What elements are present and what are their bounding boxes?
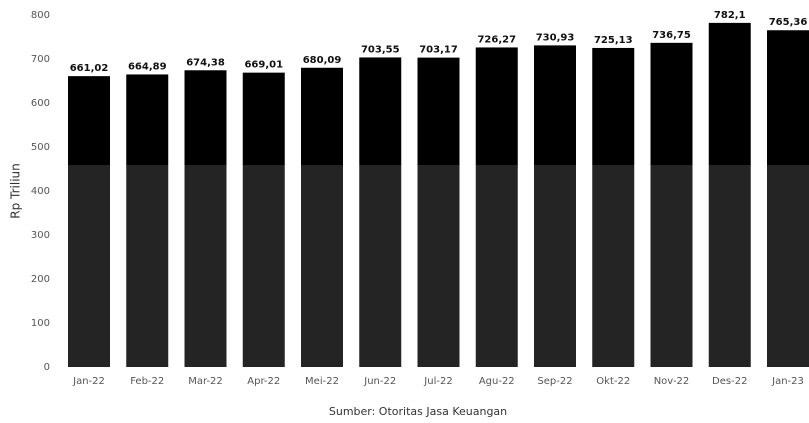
x-tick-label: Des-22: [712, 376, 747, 387]
y-axis-title: Rp Triliun: [9, 163, 23, 218]
data-label: 726,27: [477, 34, 516, 45]
data-label: 669,01: [244, 60, 283, 71]
source-note: Sumber: Otoritas Jasa Keuangan: [329, 405, 507, 418]
x-tick-label: Feb-22: [130, 376, 164, 387]
bar: [126, 74, 169, 368]
bar: [301, 67, 343, 367]
bar: [708, 22, 751, 367]
x-tick-label: Agu-22: [479, 376, 515, 387]
data-label: 703,55: [361, 44, 400, 55]
x-tick-label: Mar-22: [188, 376, 223, 387]
y-tick-label: 300: [31, 230, 50, 241]
bar: [475, 47, 518, 368]
data-label: 765,36: [769, 17, 808, 28]
x-tick-label: Mei-22: [305, 376, 339, 387]
bar: [592, 47, 635, 367]
y-tick-label: 100: [31, 318, 50, 329]
y-tick-label: 600: [31, 98, 50, 109]
x-tick-label: Apr-22: [247, 376, 280, 387]
x-tick-label: Nov-22: [654, 376, 690, 387]
x-tick-label: Jun-22: [363, 376, 396, 387]
y-tick-label: 0: [44, 362, 50, 373]
data-label: 674,38: [186, 57, 225, 68]
bar: [184, 70, 227, 367]
x-tick-label: Jul-22: [423, 376, 452, 387]
y-tick-label: 700: [31, 54, 50, 65]
y-tick-label: 200: [31, 274, 50, 285]
data-label: 661,02: [70, 63, 109, 74]
y-tick-label: 500: [31, 142, 50, 153]
bar: [534, 45, 576, 367]
bar: [767, 30, 809, 367]
x-tick-label: Jan-22: [72, 376, 105, 387]
x-tick-label: Jan-23: [771, 376, 804, 387]
data-label: 725,13: [594, 35, 633, 46]
bar: [650, 42, 693, 367]
bar: [359, 57, 402, 368]
y-tick-label: 800: [31, 10, 50, 21]
data-label: 703,17: [419, 45, 458, 56]
data-label: 782,1: [714, 10, 746, 21]
x-tick-label: Okt-22: [596, 376, 630, 387]
data-label: 680,09: [303, 55, 342, 66]
bar: [242, 72, 285, 368]
bar: [68, 76, 110, 368]
x-tick-label: Sep-22: [537, 376, 572, 387]
bar: [417, 57, 460, 368]
data-label: 736,75: [652, 30, 691, 41]
watermark-overlay: [60, 165, 809, 367]
data-label: 730,93: [536, 32, 575, 43]
y-tick-label: 400: [31, 186, 50, 197]
data-label: 664,89: [128, 61, 167, 72]
